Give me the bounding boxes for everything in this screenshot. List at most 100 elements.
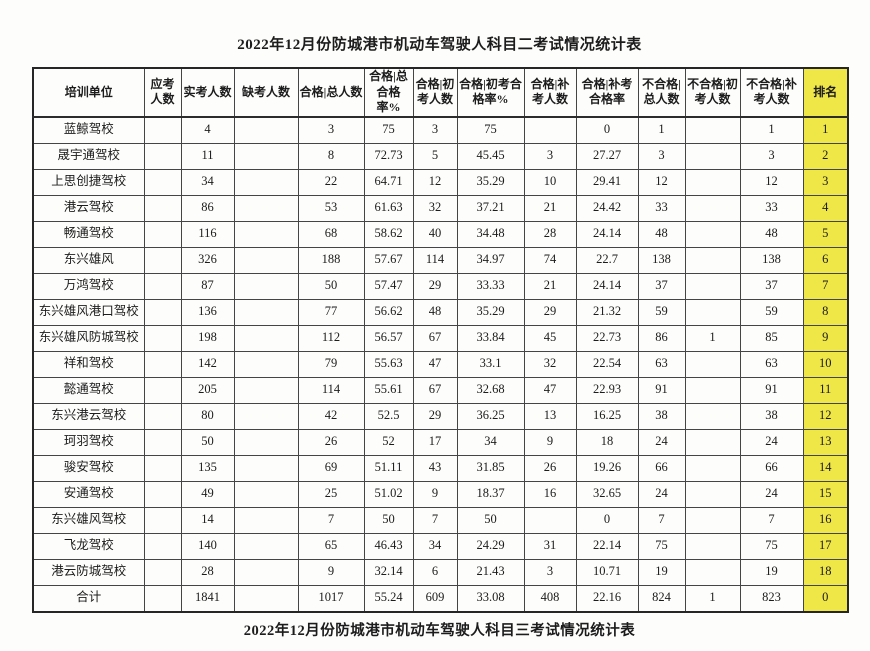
value-cell: 198 xyxy=(180,324,235,352)
value-cell: 29 xyxy=(523,298,577,326)
value-cell: 26 xyxy=(523,454,577,482)
table-row: 东兴雄风港口驾校 136 77 56.62 48 35.29 29 21.32 59 59 8 xyxy=(32,298,849,326)
value-cell: 24 xyxy=(739,428,804,456)
value-cell xyxy=(684,220,741,248)
value-cell: 43 xyxy=(412,454,458,482)
school-name-cell: 东兴港云驾校 xyxy=(32,402,145,430)
value-cell: 91 xyxy=(637,376,686,404)
value-cell xyxy=(233,116,299,144)
column-header-4: 合格|总人数 xyxy=(297,67,365,118)
rank-cell: 16 xyxy=(802,506,849,534)
school-name-cell: 安通驾校 xyxy=(32,480,145,508)
value-cell xyxy=(233,532,299,560)
value-cell: 40 xyxy=(412,220,458,248)
table-row: 东兴雄风 326 188 57.67 114 34.97 74 22.7 138 138 6 xyxy=(32,246,849,274)
value-cell: 9 xyxy=(412,480,458,508)
value-cell xyxy=(684,168,741,196)
value-cell: 21.32 xyxy=(575,298,639,326)
table-row: 东兴雄风防城驾校 198 112 56.57 67 33.84 45 22.73 86 1 85 9 xyxy=(32,324,849,352)
value-cell: 18.37 xyxy=(456,480,525,508)
value-cell: 22 xyxy=(297,168,365,196)
value-cell xyxy=(233,558,299,586)
value-cell: 28 xyxy=(180,558,235,586)
value-cell xyxy=(143,220,182,248)
value-cell: 1841 xyxy=(180,584,235,613)
school-name-cell: 祥和驾校 xyxy=(32,350,145,378)
value-cell xyxy=(684,350,741,378)
value-cell: 135 xyxy=(180,454,235,482)
column-header-0: 培训单位 xyxy=(32,67,145,118)
rank-cell: 8 xyxy=(802,298,849,326)
value-cell: 114 xyxy=(412,246,458,274)
value-cell: 3 xyxy=(412,116,458,144)
value-cell: 8 xyxy=(297,142,365,170)
value-cell xyxy=(233,168,299,196)
value-cell: 55.24 xyxy=(363,584,414,613)
value-cell: 823 xyxy=(739,584,804,613)
value-cell: 609 xyxy=(412,584,458,613)
rank-cell: 9 xyxy=(802,324,849,352)
school-name-cell: 畅通驾校 xyxy=(32,220,145,248)
value-cell: 19 xyxy=(637,558,686,586)
value-cell xyxy=(684,428,741,456)
value-cell xyxy=(143,558,182,586)
value-cell: 38 xyxy=(637,402,686,430)
value-cell: 13 xyxy=(523,402,577,430)
table-row: 上思创捷驾校 34 22 64.71 12 35.29 10 29.41 12 12 3 xyxy=(32,168,849,196)
column-header-11: 不合格|初考人数 xyxy=(684,67,741,118)
school-name-cell: 港云防城驾校 xyxy=(32,558,145,586)
value-cell xyxy=(143,272,182,300)
value-cell xyxy=(143,168,182,196)
value-cell: 138 xyxy=(739,246,804,274)
value-cell: 205 xyxy=(180,376,235,404)
value-cell: 56.57 xyxy=(363,324,414,352)
value-cell: 31.85 xyxy=(456,454,525,482)
value-cell: 35.29 xyxy=(456,168,525,196)
value-cell: 63 xyxy=(637,350,686,378)
value-cell xyxy=(233,506,299,534)
value-cell xyxy=(684,116,741,144)
value-cell: 52 xyxy=(363,428,414,456)
column-header-5: 合格|总合格率% xyxy=(363,67,414,118)
value-cell: 24.14 xyxy=(575,220,639,248)
value-cell: 16 xyxy=(523,480,577,508)
value-cell: 32.68 xyxy=(456,376,525,404)
value-cell: 28 xyxy=(523,220,577,248)
value-cell xyxy=(143,246,182,274)
value-cell xyxy=(233,454,299,482)
value-cell: 35.29 xyxy=(456,298,525,326)
value-cell: 37 xyxy=(637,272,686,300)
value-cell: 3 xyxy=(739,142,804,170)
value-cell xyxy=(233,194,299,222)
value-cell: 86 xyxy=(180,194,235,222)
value-cell: 77 xyxy=(297,298,365,326)
value-cell: 22.16 xyxy=(575,584,639,613)
value-cell: 4 xyxy=(180,116,235,144)
value-cell xyxy=(684,272,741,300)
value-cell: 12 xyxy=(637,168,686,196)
value-cell: 75 xyxy=(456,116,525,144)
value-cell xyxy=(143,584,182,613)
value-cell: 16.25 xyxy=(575,402,639,430)
value-cell: 136 xyxy=(180,298,235,326)
column-header-9: 合格|补考合格率 xyxy=(575,67,639,118)
value-cell: 32 xyxy=(412,194,458,222)
value-cell: 27.27 xyxy=(575,142,639,170)
value-cell: 51.11 xyxy=(363,454,414,482)
value-cell: 29 xyxy=(412,272,458,300)
rank-cell: 5 xyxy=(802,220,849,248)
value-cell xyxy=(684,558,741,586)
value-cell: 66 xyxy=(739,454,804,482)
value-cell: 7 xyxy=(412,506,458,534)
value-cell xyxy=(233,298,299,326)
value-cell xyxy=(143,116,182,144)
value-cell: 45 xyxy=(523,324,577,352)
value-cell: 22.73 xyxy=(575,324,639,352)
value-cell: 91 xyxy=(739,376,804,404)
school-name-cell: 骏安驾校 xyxy=(32,454,145,482)
value-cell: 36.25 xyxy=(456,402,525,430)
value-cell: 3 xyxy=(523,142,577,170)
value-cell xyxy=(684,506,741,534)
value-cell: 55.63 xyxy=(363,350,414,378)
